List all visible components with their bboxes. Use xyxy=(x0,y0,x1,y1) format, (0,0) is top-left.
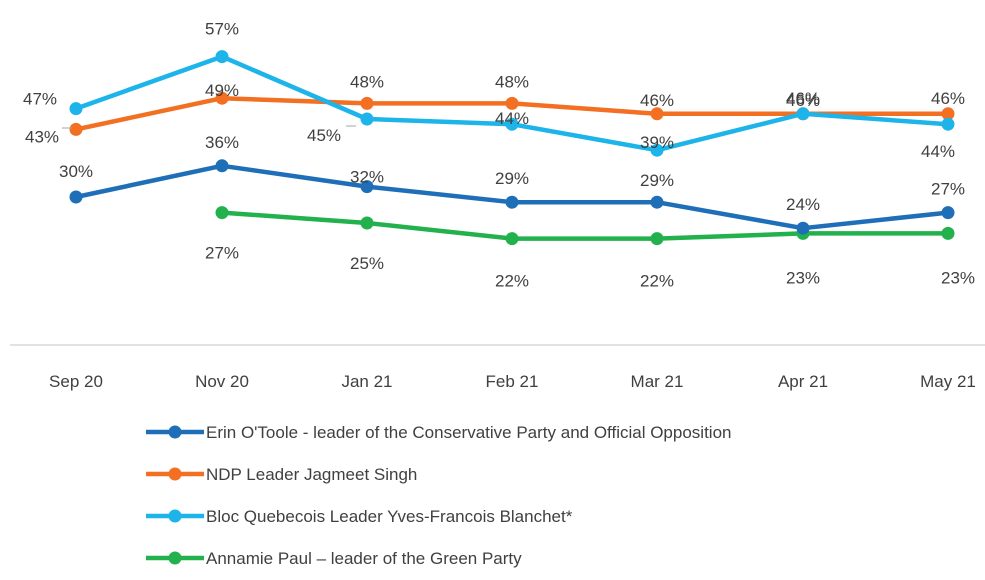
x-axis-tick-labels: Sep 20 Nov 20 Jan 21 Feb 21 Mar 21 Apr 21 May … xyxy=(49,372,976,391)
data-point xyxy=(941,206,955,220)
series-layer xyxy=(69,50,955,246)
data-label: 49% xyxy=(205,81,239,100)
data-labels-layer: 30% 36% 32% 29% 29% 24% 27% 43% 49% 48% 48% 46% 46% 4… xyxy=(23,20,975,291)
data-point xyxy=(360,216,374,230)
data-point xyxy=(215,91,229,105)
x-tick-label: May 21 xyxy=(920,372,976,391)
data-label: 27% xyxy=(205,244,239,263)
data-label: 48% xyxy=(350,72,384,91)
data-point xyxy=(796,221,810,235)
data-label: 45% xyxy=(307,126,341,145)
data-label: 44% xyxy=(921,142,955,161)
data-label: 22% xyxy=(495,272,529,291)
data-point xyxy=(505,195,519,209)
x-tick-label: Feb 21 xyxy=(486,372,539,391)
data-point xyxy=(650,232,664,246)
legend-swatch-marker xyxy=(168,509,182,523)
legend-label: Annamie Paul – leader of the Green Party xyxy=(206,549,522,568)
x-tick-label: Jan 21 xyxy=(341,372,392,391)
data-point xyxy=(215,159,229,173)
data-label: 23% xyxy=(786,268,820,287)
data-label: 44% xyxy=(495,109,529,128)
data-label: 25% xyxy=(350,254,384,273)
data-point xyxy=(505,232,519,246)
data-point xyxy=(941,107,955,121)
data-point xyxy=(650,107,664,121)
x-tick-label: Mar 21 xyxy=(631,372,684,391)
series-3 xyxy=(215,206,955,246)
x-tick-label: Nov 20 xyxy=(195,372,249,391)
data-point xyxy=(69,122,83,136)
data-label: 30% xyxy=(59,162,93,181)
data-point xyxy=(505,117,519,131)
data-point xyxy=(360,96,374,110)
legend-label: NDP Leader Jagmeet Singh xyxy=(206,465,417,484)
data-label: 29% xyxy=(495,169,529,188)
data-point xyxy=(69,102,83,116)
series-2 xyxy=(69,50,955,157)
data-label: 46% xyxy=(640,91,674,110)
data-point xyxy=(505,96,519,110)
x-tick-label: Sep 20 xyxy=(49,372,103,391)
x-tick-label: Apr 21 xyxy=(778,372,828,391)
data-point xyxy=(650,195,664,209)
legend-swatch-marker xyxy=(168,425,182,439)
legend-label: Bloc Quebecois Leader Yves-Francois Blan… xyxy=(206,507,573,526)
data-label: 39% xyxy=(640,133,674,152)
data-label: 46% xyxy=(931,89,965,108)
legend-swatch-marker xyxy=(168,551,182,565)
data-label: 46% xyxy=(786,89,820,108)
data-point xyxy=(941,117,955,131)
data-label: 22% xyxy=(640,272,674,291)
legend-label: Erin O'Toole - leader of the Conservativ… xyxy=(206,423,731,442)
data-point xyxy=(69,190,83,204)
data-label: 29% xyxy=(640,171,674,190)
data-label: 43% xyxy=(25,127,59,146)
data-label: 57% xyxy=(205,20,239,39)
data-point xyxy=(215,206,229,220)
data-label: 36% xyxy=(205,133,239,152)
data-label: 23% xyxy=(941,268,975,287)
data-point xyxy=(796,107,810,121)
data-label: 27% xyxy=(931,180,965,199)
data-point xyxy=(941,226,955,240)
data-label: 48% xyxy=(495,72,529,91)
data-point xyxy=(360,180,374,194)
data-point xyxy=(360,112,374,126)
legend: Erin O'Toole - leader of the Conservativ… xyxy=(146,423,731,568)
legend-swatch-marker xyxy=(168,467,182,481)
data-label: 47% xyxy=(23,90,57,109)
series-0 xyxy=(69,159,955,235)
data-label: 32% xyxy=(350,168,384,187)
series-line xyxy=(221,210,948,241)
data-label: 46% xyxy=(786,91,820,110)
data-point xyxy=(650,143,664,157)
data-label: 24% xyxy=(786,195,820,214)
data-point xyxy=(215,50,229,64)
